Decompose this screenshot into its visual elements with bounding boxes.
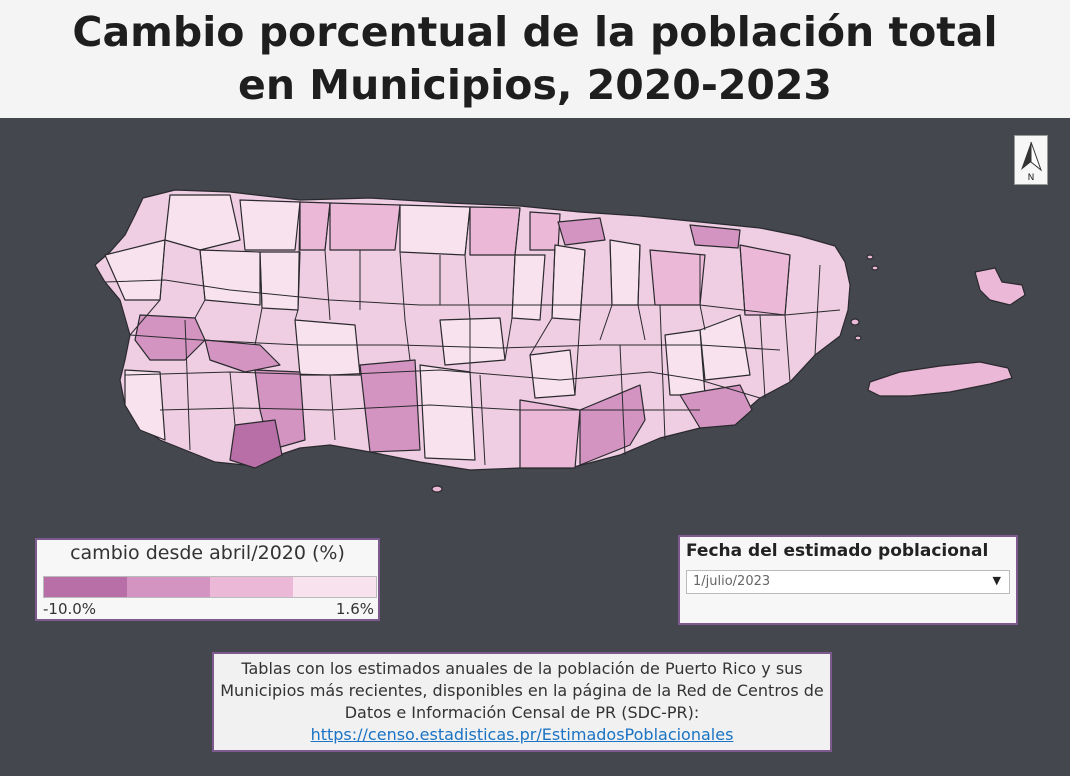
header: Cambio porcentual de la población total e… — [0, 0, 1070, 118]
legend-swatch — [293, 577, 376, 597]
chevron-down-icon: ▼ — [992, 574, 1001, 587]
date-select-dropdown[interactable]: 1/julio/2023 ▼ — [686, 570, 1010, 594]
date-filter-label: Fecha del estimado poblacional — [686, 541, 989, 561]
north-label: N — [1028, 173, 1035, 183]
page-title: Cambio porcentual de la población total e… — [0, 0, 1070, 112]
legend-swatch — [127, 577, 210, 597]
legend-min-label: -10.0% — [43, 600, 97, 618]
north-arrow-icon: N — [1014, 135, 1048, 185]
legend-title: cambio desde abril/2020 (%) — [70, 542, 345, 564]
date-selected-value: 1/julio/2023 — [693, 574, 771, 589]
legend-swatch — [210, 577, 293, 597]
legend-color-bar — [43, 576, 377, 598]
estimados-link[interactable]: https://censo.estadisticas.pr/EstimadosP… — [310, 725, 734, 744]
info-text: Tablas con los estimados anuales de la p… — [220, 659, 824, 722]
legend-swatch — [44, 577, 127, 597]
date-filter-panel: Fecha del estimado poblacional 1/julio/2… — [678, 535, 1018, 625]
title-line-2: en Municipios, 2020-2023 — [238, 61, 832, 109]
title-line-1: Cambio porcentual de la población total — [72, 8, 998, 56]
legend: cambio desde abril/2020 (%) -10.0% 1.6% — [35, 538, 380, 621]
info-box: Tablas con los estimados anuales de la p… — [212, 652, 832, 752]
legend-max-label: 1.6% — [335, 600, 374, 618]
